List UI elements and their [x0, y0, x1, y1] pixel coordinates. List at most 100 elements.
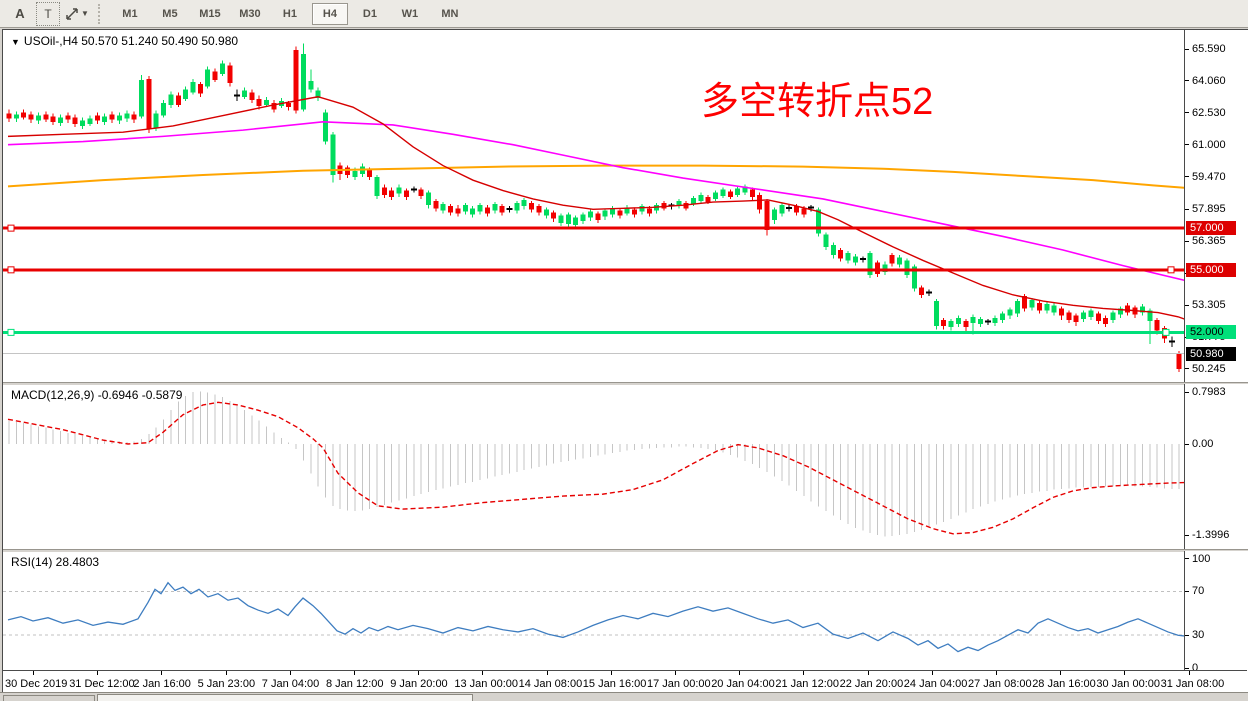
symbol-dropdown-icon[interactable]: ▼: [11, 37, 20, 47]
price-level-badge-57.000: 57.000: [1186, 221, 1236, 236]
macd-axis-tick: 0.7983: [1185, 386, 1226, 398]
rsi-axis-tick: 0: [1185, 662, 1198, 670]
price-axis-tick: 61.000: [1185, 139, 1226, 151]
time-axis-tick: [225, 671, 227, 675]
price-axis-tick: 64.060: [1185, 75, 1226, 87]
price-level-line-57.000[interactable]: [3, 224, 1184, 232]
main-price-pane[interactable]: ▼ USOil-,H4 50.570 51.240 50.490 50.980 多…: [3, 30, 1184, 382]
rsi-canvas[interactable]: [3, 551, 1184, 670]
macd-indicator-label: MACD(12,26,9) -0.6946 -0.5879: [11, 388, 183, 402]
text-annotation-tool-button[interactable]: A: [8, 2, 32, 26]
cursor-arrows-button[interactable]: ▼: [64, 2, 90, 26]
chart-annotation-text[interactable]: 多空转折点52: [701, 81, 934, 123]
time-axis-tick: [996, 671, 997, 675]
macd-axis[interactable]: 0.7983 0.00 -1.3996: [1184, 384, 1248, 549]
chart-window: ▼ USOil-,H4 50.570 51.240 50.490 50.980 多…: [2, 29, 1248, 694]
timeframe-button-h1[interactable]: H1: [282, 7, 297, 20]
time-axis-label: 2 Jan 16:00: [133, 678, 191, 690]
chart-tabs-strip: [0, 692, 1248, 701]
price-axis-tick: 62.530: [1185, 107, 1226, 119]
rsi-axis-tick: 30: [1185, 629, 1204, 641]
timeframe-button-h4[interactable]: H4: [311, 2, 348, 25]
price-axis-tick: 53.305: [1185, 299, 1226, 311]
time-axis-label: 7 Jan 04:00: [261, 678, 320, 690]
macd-pane[interactable]: MACD(12,26,9) -0.6946 -0.5879: [3, 384, 1184, 549]
time-axis-label: 20 Jan 04:00: [711, 678, 775, 690]
time-axis-label: 24 Jan 04:00: [903, 678, 968, 690]
pane-splitter[interactable]: [3, 549, 1248, 553]
rsi-indicator-label: RSI(14) 28.4803: [11, 555, 100, 569]
price-axis[interactable]: 65.590 64.060 62.530 61.000 59.470 57.895 56.3…: [1184, 30, 1248, 382]
time-axis-label: 14 Jan 08:00: [518, 678, 583, 690]
rsi-axis-tick: 70: [1185, 585, 1204, 597]
time-axis-tick: [931, 671, 933, 675]
timeframe-button-group: M1 M5 M15 M30 H1 H4 D1 W1 MN: [110, 2, 470, 25]
price-axis-tick: 59.470: [1185, 171, 1226, 183]
macd-axis-tick: -1.3996: [1185, 529, 1229, 541]
timeframe-button-m1[interactable]: M1: [122, 7, 138, 20]
macd-axis-tick: 0.00: [1185, 438, 1213, 450]
symbol-ohlc-header: ▼ USOil-,H4 50.570 51.240 50.490 50.980: [11, 34, 238, 48]
time-axis-label: 13 Jan 00:00: [454, 678, 519, 690]
time-axis-label: 31 Jan 08:00: [1160, 678, 1225, 690]
time-axis-label: 30 Dec 2019: [5, 678, 68, 690]
price-axis-tick: 56.365: [1185, 235, 1226, 247]
rsi-axis[interactable]: 100 70 30 0: [1184, 551, 1248, 670]
time-axis-tick: [546, 671, 548, 675]
time-axis-tick: [803, 671, 805, 675]
macd-canvas[interactable]: [3, 384, 1184, 549]
toolbar-divider: [97, 3, 102, 24]
time-axis-tick: [354, 671, 355, 675]
time-axis-tick: [1188, 671, 1190, 675]
price-level-badge-50.980: 50.980: [1186, 346, 1236, 361]
pane-splitter[interactable]: [3, 382, 1248, 386]
price-level-badge-55.000: 55.000: [1186, 262, 1236, 277]
time-axis-label: 27 Jan 08:00: [968, 678, 1032, 690]
price-level-line-55.000[interactable]: [3, 266, 1184, 274]
time-axis-tick: [289, 671, 291, 675]
time-axis-tick: [1060, 671, 1062, 675]
text-label-tool-label: T: [44, 6, 52, 21]
price-axis-tick: 65.590: [1185, 43, 1226, 55]
time-axis-label: 28 Jan 16:00: [1032, 678, 1096, 690]
time-axis-label: 22 Jan 20:00: [839, 678, 904, 690]
time-axis-label: 30 Jan 00:00: [1096, 678, 1161, 690]
time-axis-label: 21 Jan 12:00: [775, 678, 840, 690]
time-axis-tick: [610, 671, 612, 675]
timeframe-button-m15[interactable]: M15: [199, 7, 221, 20]
time-axis-tick: [675, 671, 676, 675]
time-axis-label: 17 Jan 00:00: [647, 678, 711, 690]
price-level-line-52.000[interactable]: [3, 328, 1184, 336]
time-axis-tick: [97, 671, 99, 675]
time-axis-label: 5 Jan 23:00: [197, 678, 256, 690]
chart-tab[interactable]: [97, 694, 473, 701]
time-axis[interactable]: 30 Dec 2019 31 Dec 12:00 2 Jan 16:00 5 Jan …: [3, 670, 1247, 693]
time-axis-tick: [418, 671, 420, 675]
rsi-axis-tick: 100: [1185, 553, 1210, 565]
price-level-badge-52.000: 52.000: [1186, 325, 1236, 340]
time-axis-tick: [1124, 671, 1126, 675]
text-annotation-tool-label: A: [15, 6, 25, 21]
symbol-ohlc-text: USOil-,H4 50.570 51.240 50.490 50.980: [23, 34, 239, 48]
text-label-tool-button[interactable]: T: [36, 1, 60, 26]
timeframe-button-w1[interactable]: W1: [401, 7, 419, 20]
timeframe-button-d1[interactable]: D1: [362, 7, 377, 20]
price-axis-tick: 57.895: [1185, 203, 1226, 215]
time-axis-tick: [739, 671, 741, 675]
time-axis-tick: [161, 671, 163, 675]
chart-tab[interactable]: [3, 695, 95, 701]
price-axis-tick: 50.245: [1185, 363, 1226, 375]
time-axis-tick: [482, 671, 484, 675]
timeframe-button-mn[interactable]: MN: [441, 7, 459, 20]
main-chart-canvas[interactable]: [3, 30, 1184, 382]
time-axis-tick: [867, 671, 869, 675]
rsi-pane[interactable]: RSI(14) 28.4803: [3, 551, 1184, 670]
time-axis-label: 15 Jan 16:00: [582, 678, 647, 690]
time-axis-tick: [33, 671, 34, 675]
time-axis-label: 31 Dec 12:00: [69, 678, 135, 690]
timeframe-button-m5[interactable]: M5: [162, 7, 178, 20]
chevron-down-icon: ▼: [81, 9, 89, 18]
timeframe-button-m30[interactable]: M30: [239, 7, 261, 20]
time-axis-label: 9 Jan 20:00: [390, 678, 448, 690]
